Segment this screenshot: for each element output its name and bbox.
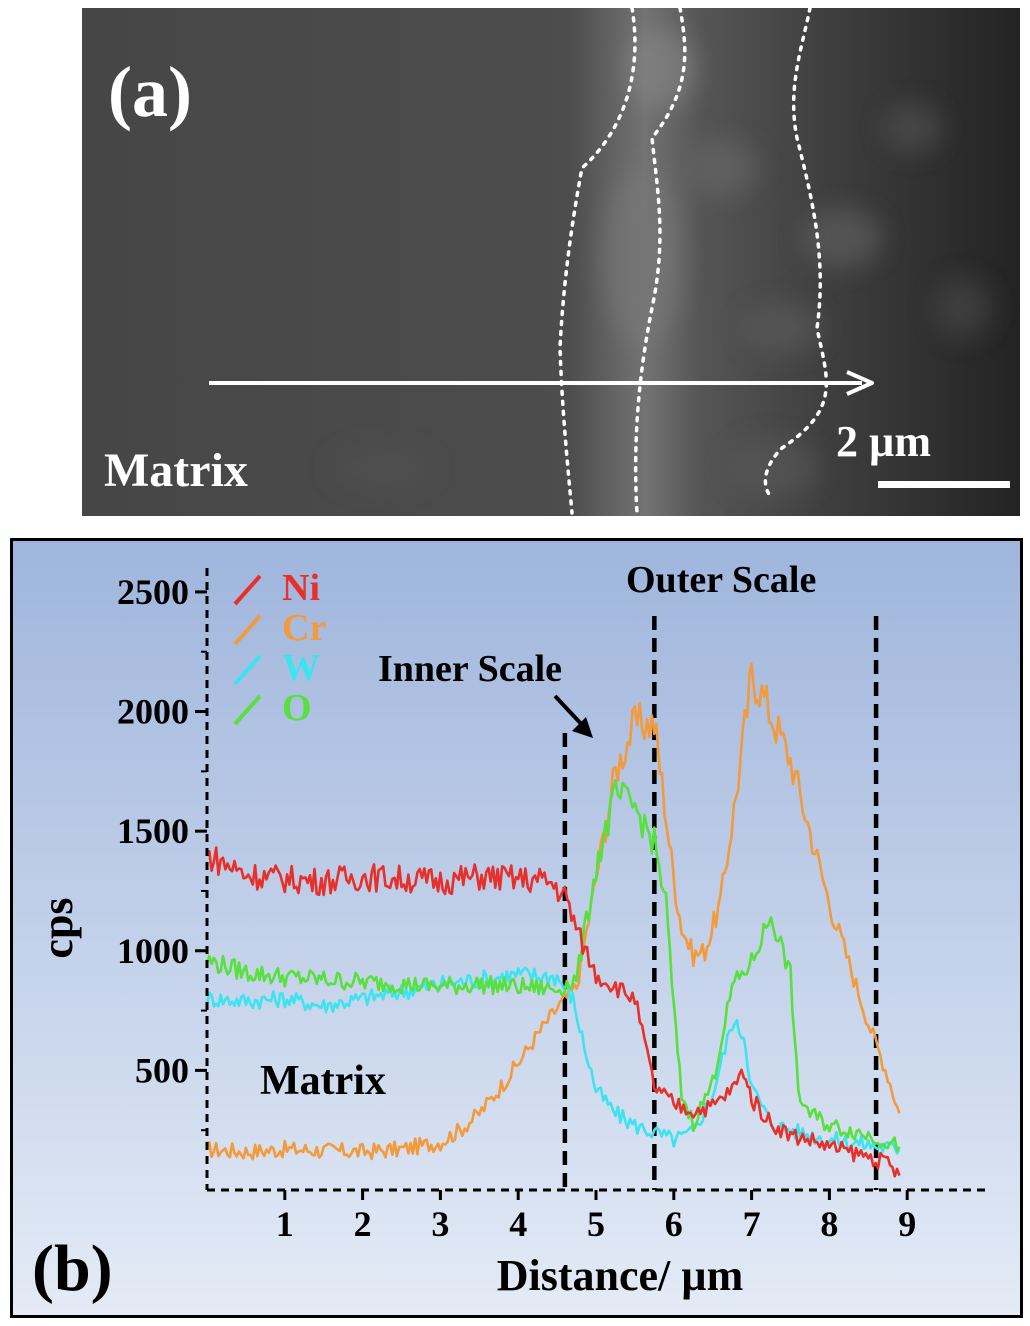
inner-scale-arrowhead bbox=[572, 717, 593, 738]
x-tick-label: 6 bbox=[665, 1204, 683, 1244]
panel-b-label: (b) bbox=[32, 1232, 113, 1305]
boundary-line-1 bbox=[558, 8, 637, 515]
outer-scale-label: Outer Scale bbox=[626, 559, 816, 601]
legend-swatch-ni bbox=[233, 574, 262, 606]
series-line-cr bbox=[206, 662, 901, 1161]
legend-label-w: W bbox=[282, 647, 320, 689]
texture-blobs bbox=[332, 28, 992, 498]
x-axis-label: Distance/ µm bbox=[497, 1251, 744, 1300]
x-tick-label: 5 bbox=[587, 1204, 605, 1244]
series-line-w bbox=[205, 966, 901, 1155]
inner-scale-label: Inner Scale bbox=[378, 648, 562, 690]
boundary-line-3 bbox=[763, 8, 828, 500]
legend-label-ni: Ni bbox=[282, 567, 320, 609]
matrix-label-a: Matrix bbox=[104, 444, 248, 497]
y-tick-label: 1000 bbox=[117, 931, 189, 971]
x-tick-label: 8 bbox=[820, 1204, 838, 1244]
x-tick-label: 2 bbox=[354, 1204, 372, 1244]
chart-frame bbox=[10, 538, 1023, 1318]
boundaries-layer bbox=[562, 616, 879, 1190]
line-scan-arrowhead bbox=[846, 370, 874, 396]
legend-swatch-w bbox=[233, 654, 262, 686]
legend-swatch-o bbox=[233, 694, 262, 726]
panel-a-label: (a) bbox=[108, 52, 192, 132]
inner-scale-arrow bbox=[553, 694, 587, 730]
series-line-o bbox=[205, 779, 901, 1152]
x-tick-label: 1 bbox=[276, 1204, 294, 1244]
y-axis-label: cps bbox=[33, 897, 82, 958]
legend-label-cr: Cr bbox=[282, 607, 326, 649]
y-tick-label: 2500 bbox=[117, 572, 189, 612]
x-tick-label: 9 bbox=[898, 1204, 916, 1244]
series-layer bbox=[205, 662, 901, 1178]
sem-micrograph: (a) Matrix 2 µm bbox=[82, 8, 1020, 516]
x-tick-label: 4 bbox=[509, 1204, 527, 1244]
matrix-label-b: Matrix bbox=[260, 1058, 386, 1104]
tick-labels-layer: 500 1000 1500 2000 2500 1 2 3 4 5 6 7 8 9 bbox=[117, 572, 916, 1244]
scale-bar bbox=[878, 481, 1010, 488]
scale-bar-label: 2 µm bbox=[836, 417, 931, 466]
y-tick-label: 500 bbox=[135, 1050, 189, 1090]
axes-layer bbox=[195, 568, 985, 1200]
y-tick-label: 1500 bbox=[117, 811, 189, 851]
legend-label-o: O bbox=[282, 687, 312, 729]
y-tick-label: 2000 bbox=[117, 692, 189, 732]
x-tick-label: 7 bbox=[743, 1204, 761, 1244]
legend-swatch-cr bbox=[233, 614, 262, 646]
x-tick-label: 3 bbox=[431, 1204, 449, 1244]
series-line-ni bbox=[206, 846, 901, 1178]
